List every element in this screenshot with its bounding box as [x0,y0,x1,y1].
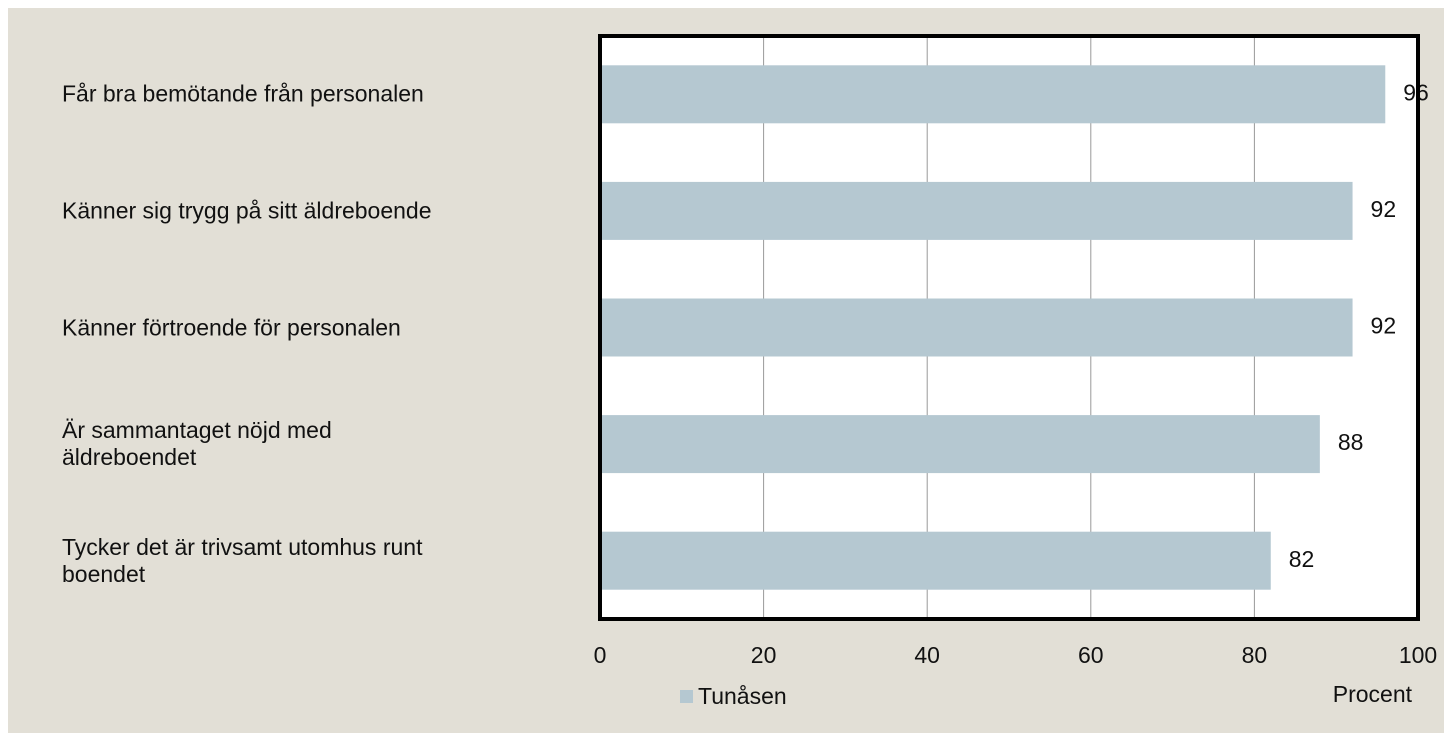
x-tick-label: 80 [1242,642,1268,668]
x-tick-label: 100 [1399,642,1437,668]
bar [600,298,1353,357]
value-label: 92 [1371,196,1397,222]
value-label: 82 [1289,546,1315,572]
y-tick-label: Får bra bemötande från personalen [62,80,424,107]
y-tick-label: Känner förtroende för personalen [62,314,401,340]
x-axis-title: Procent [1333,681,1413,707]
plot-border [598,34,1420,621]
y-tick-label: Är sammantaget nöjd med äldreboendet [62,417,332,471]
value-label: 92 [1371,313,1397,339]
legend-label: Tunåsen [698,683,787,709]
y-tick-label: Känner sig trygg på sitt äldreboende [62,197,432,224]
value-label: 88 [1338,429,1364,455]
x-tick-label: 0 [594,642,607,668]
bar [600,181,1353,240]
y-tick-label: Tycker det är trivsamt utomhus runt boen… [62,533,423,587]
x-tick-label: 40 [914,642,940,668]
bar [600,65,1386,124]
bar [600,531,1271,590]
x-tick-label: 20 [751,642,777,668]
legend-swatch [680,690,693,703]
x-tick-label: 60 [1078,642,1104,668]
bar [600,415,1320,474]
